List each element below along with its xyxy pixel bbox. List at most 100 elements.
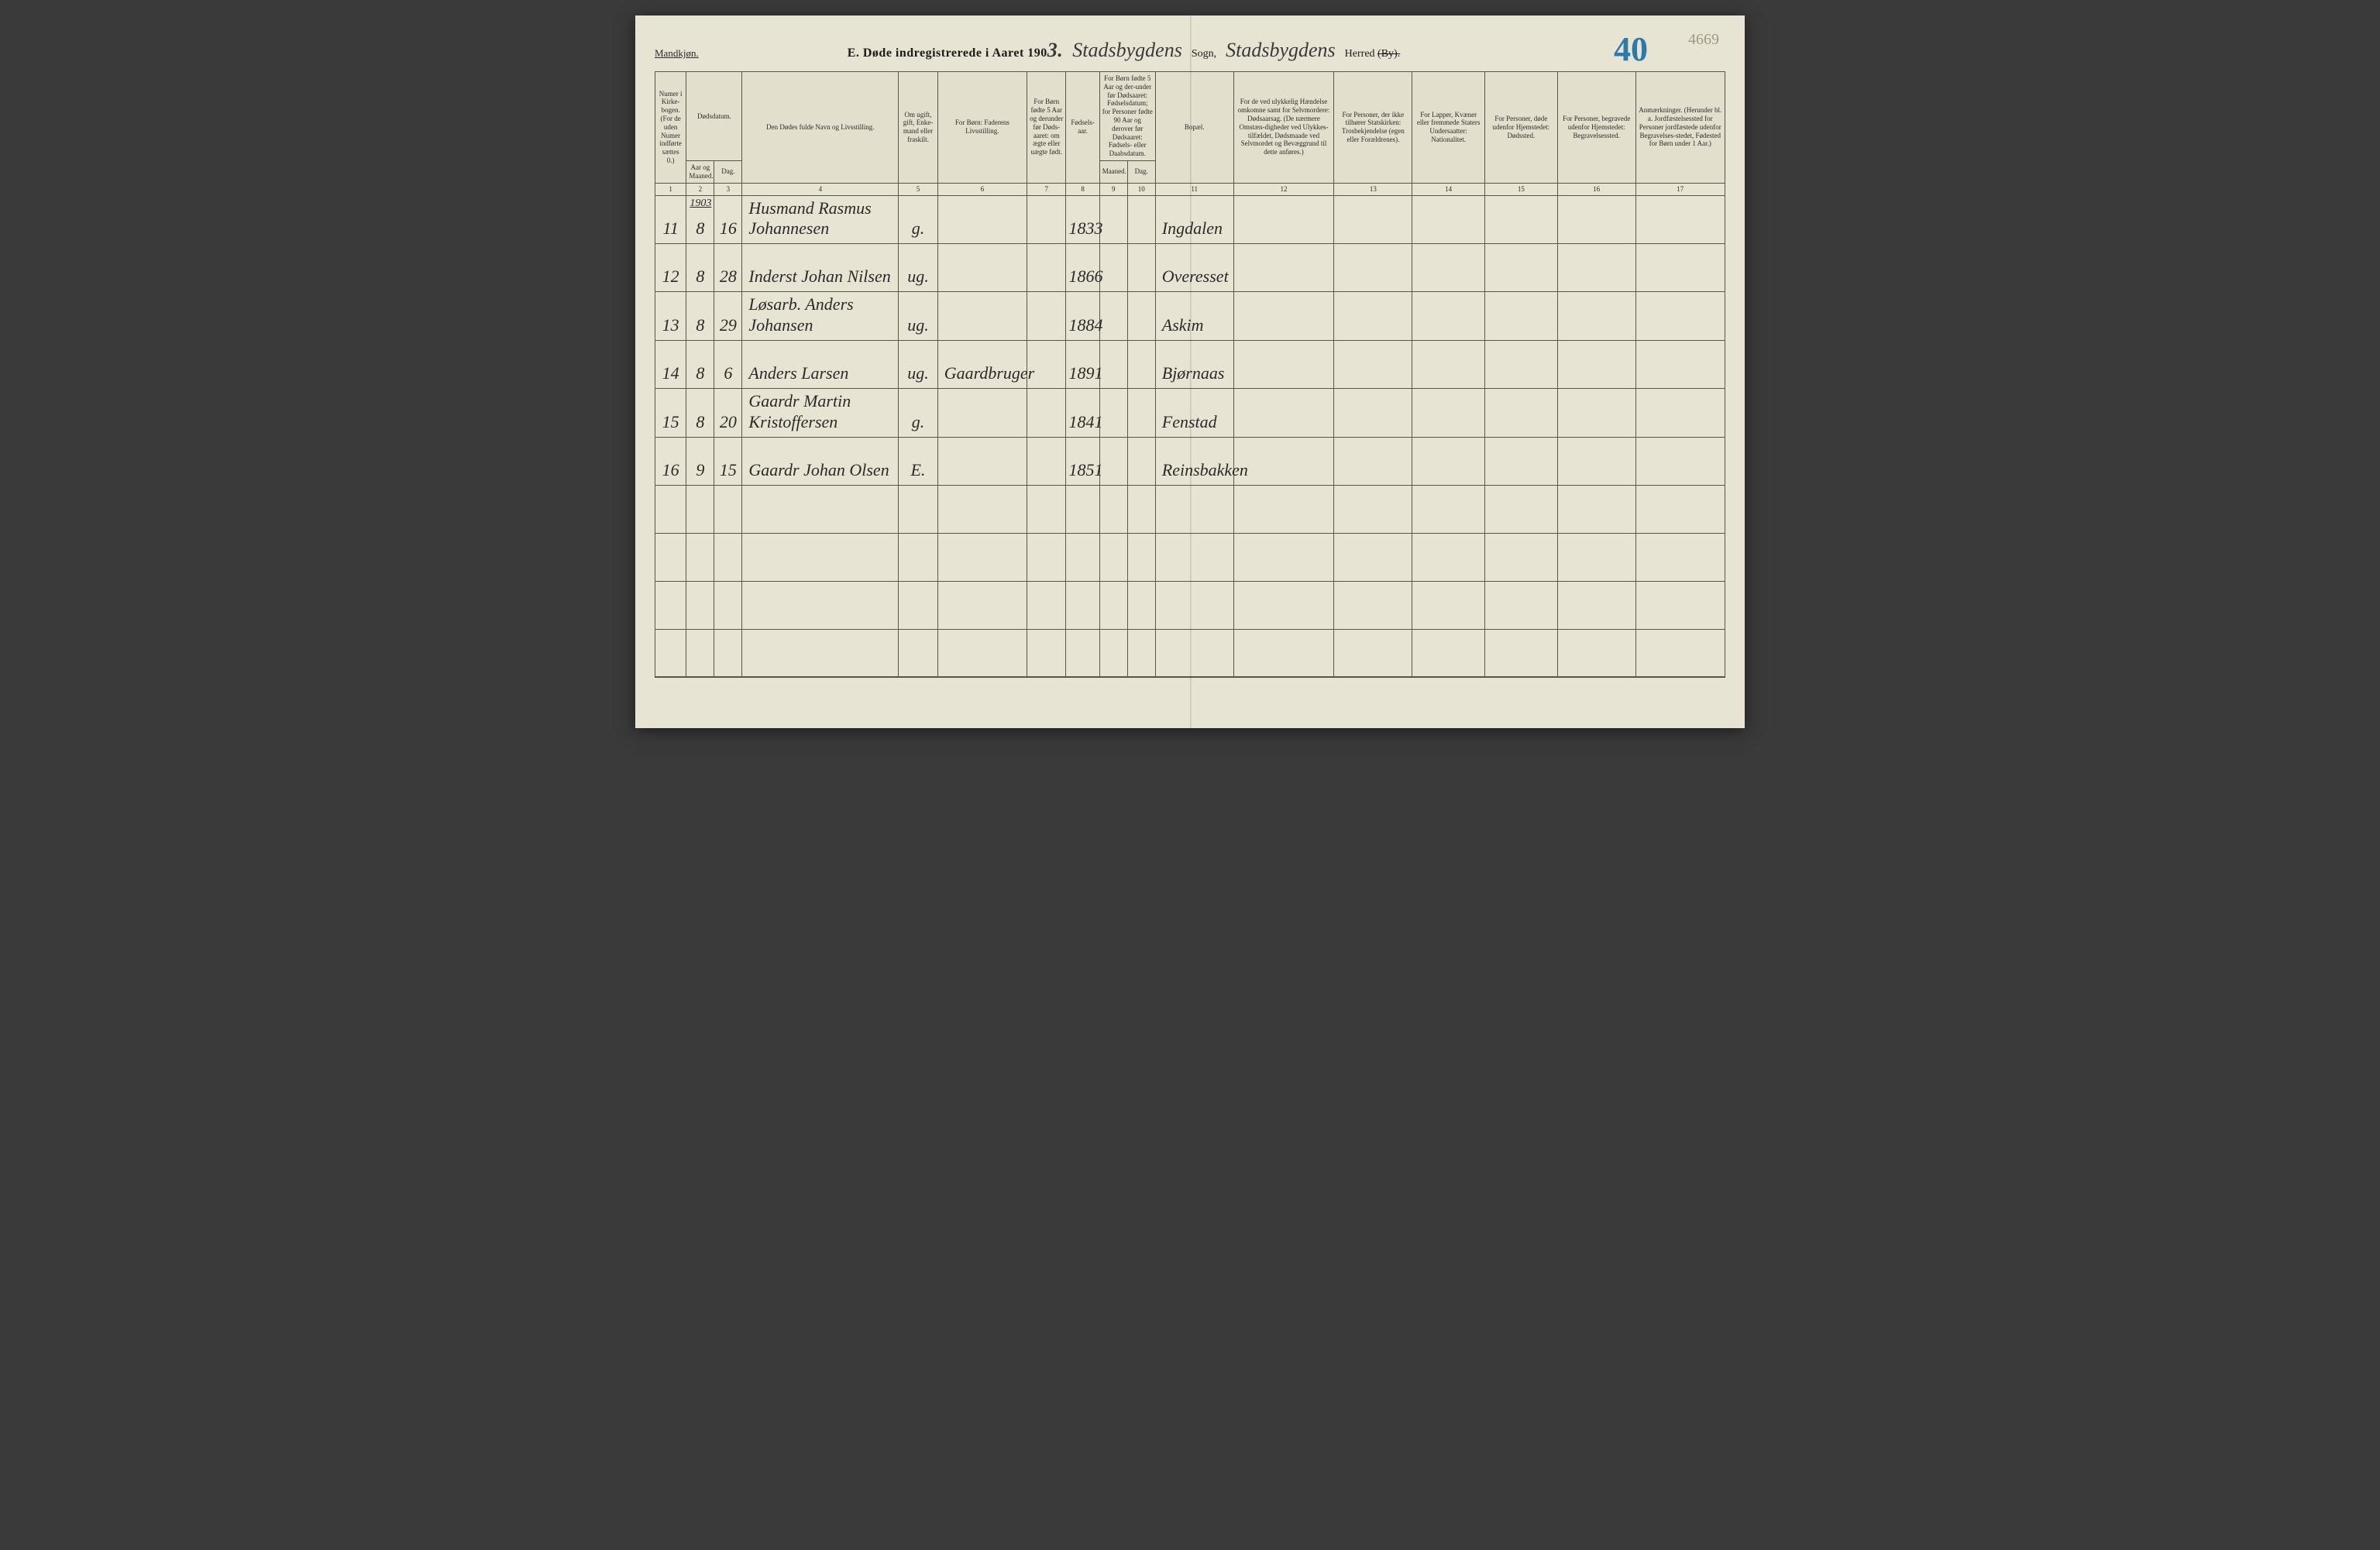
cell	[1557, 244, 1635, 292]
cell	[742, 581, 899, 629]
cell	[1412, 292, 1485, 341]
cell: Ingdalen	[1155, 195, 1233, 244]
cell: 1866	[1066, 244, 1099, 292]
cell	[1484, 485, 1557, 533]
cell	[1127, 533, 1155, 581]
cell	[1635, 341, 1725, 389]
colnum: 1	[655, 183, 686, 195]
cell	[1412, 581, 1485, 629]
cell	[1557, 485, 1635, 533]
sheet: Mandkjøn. E. Døde indregistrerede i Aare…	[635, 15, 1745, 728]
cell	[1027, 437, 1066, 485]
cell: 16	[655, 437, 686, 485]
cell	[1412, 437, 1485, 485]
cell: 1851	[1066, 437, 1099, 485]
cell: 12	[655, 244, 686, 292]
cell	[1484, 195, 1557, 244]
cell: 8	[686, 389, 714, 438]
cell: Løsarb. Anders Johansen	[742, 292, 899, 341]
cell	[1484, 389, 1557, 438]
cell: Inderst Johan Nilsen	[742, 244, 899, 292]
cell	[937, 389, 1027, 438]
cell	[1635, 437, 1725, 485]
colnum: 9	[1099, 183, 1127, 195]
ledger-page: Mandkjøn. E. Døde indregistrerede i Aare…	[635, 15, 1745, 728]
col-header: For Personer, døde udenfor Hjemstedet: D…	[1484, 72, 1557, 184]
cell	[1099, 485, 1127, 533]
cell	[1635, 629, 1725, 677]
cell	[1066, 485, 1099, 533]
col-header: Anmærkninger. (Herunder bl. a. Jordfæste…	[1635, 72, 1725, 184]
cell	[1635, 533, 1725, 581]
cell	[742, 533, 899, 581]
cell	[1484, 341, 1557, 389]
cell: 29	[714, 292, 742, 341]
cell	[1127, 195, 1155, 244]
cell	[714, 629, 742, 677]
table-row	[655, 485, 1725, 533]
cell	[937, 629, 1027, 677]
cell	[1099, 533, 1127, 581]
page-number-blue: 40	[1614, 29, 1648, 69]
cell	[1412, 629, 1485, 677]
col-header: For Lapper, Kvæner eller fremmede Stater…	[1412, 72, 1485, 184]
cell: 8	[686, 292, 714, 341]
cell	[1334, 533, 1412, 581]
colnum: 17	[1635, 183, 1725, 195]
cell	[899, 629, 937, 677]
cell	[1155, 485, 1233, 533]
cell	[1412, 389, 1485, 438]
cell: Reinsbakken	[1155, 437, 1233, 485]
cell	[655, 629, 686, 677]
colnum: 5	[899, 183, 937, 195]
data-body: 111903816Husmand Rasmus Johanneseng.1833…	[655, 195, 1725, 485]
sogn-label: Sogn,	[1192, 48, 1216, 60]
cell: 6	[714, 341, 742, 389]
cell	[1233, 341, 1334, 389]
cell	[1027, 629, 1066, 677]
colnum: 10	[1127, 183, 1155, 195]
table-row	[655, 581, 1725, 629]
colnum: 3	[714, 183, 742, 195]
cell: Askim	[1155, 292, 1233, 341]
cell	[1099, 195, 1127, 244]
cell: ug.	[899, 244, 937, 292]
cell	[1027, 195, 1066, 244]
cell	[686, 533, 714, 581]
empty-body	[655, 485, 1725, 677]
cell: Gaardr Martin Kristoffersen	[742, 389, 899, 438]
cell	[1412, 244, 1485, 292]
cell	[1334, 195, 1412, 244]
cell	[655, 533, 686, 581]
colnum: 2	[686, 183, 714, 195]
col-header: For Børn fødte 5 Aar og derunder før Død…	[1027, 72, 1066, 184]
cell	[686, 581, 714, 629]
cell: 8	[686, 244, 714, 292]
table-row: 1486Anders Larsenug.Gaardbruger1891Bjørn…	[655, 341, 1725, 389]
table-row	[655, 629, 1725, 677]
cell: 19038	[686, 195, 714, 244]
cell	[1484, 629, 1557, 677]
cell	[1412, 533, 1485, 581]
cell	[1412, 485, 1485, 533]
cell	[1233, 389, 1334, 438]
cell: Fenstad	[1155, 389, 1233, 438]
cell: 20	[714, 389, 742, 438]
cell	[1557, 581, 1635, 629]
sogn-handwritten: Stadsbygdens	[1072, 39, 1182, 62]
cell	[1099, 389, 1127, 438]
colnum: 14	[1412, 183, 1485, 195]
cell: 9	[686, 437, 714, 485]
cell	[1099, 629, 1127, 677]
cell	[937, 581, 1027, 629]
cell	[1155, 533, 1233, 581]
cell	[1127, 244, 1155, 292]
herred-handwritten: Stadsbygdens	[1226, 39, 1336, 62]
table-row: 13829Løsarb. Anders Johansenug.1884Askim	[655, 292, 1725, 341]
cell: 28	[714, 244, 742, 292]
cell	[1334, 485, 1412, 533]
by-strike: (By).	[1377, 48, 1400, 60]
colnum: 11	[1155, 183, 1233, 195]
cell	[1233, 629, 1334, 677]
cell	[714, 485, 742, 533]
